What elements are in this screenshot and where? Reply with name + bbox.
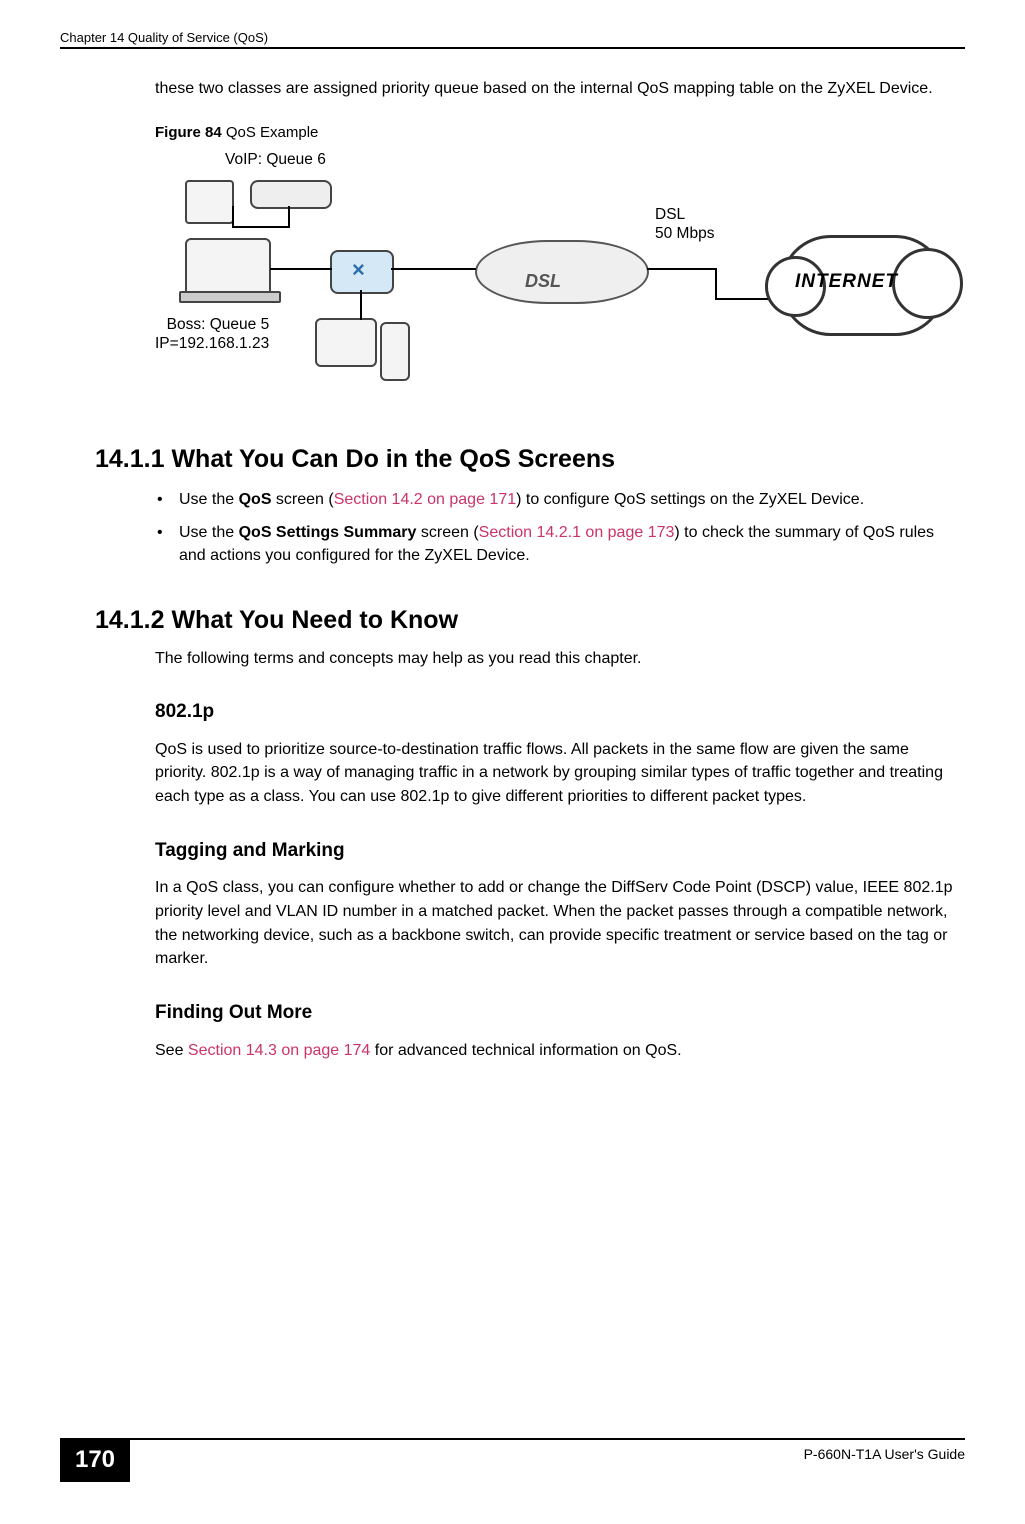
wire (270, 268, 332, 270)
qos-figure: VoIP: Queue 6 DSL DSL 50 Mbps INTERNET B… (155, 150, 955, 405)
intro-paragraph: these two classes are assigned priority … (155, 77, 955, 100)
bold-run: QoS Settings Summary (239, 524, 417, 541)
laptop-icon (185, 238, 271, 297)
internet-cloud-text: INTERNET (795, 268, 898, 296)
cross-ref-link[interactable]: Section 14.3 on page 174 (188, 1042, 370, 1059)
switch-router-icon (330, 250, 394, 294)
paragraph: The following terms and concepts may hel… (155, 647, 955, 671)
text-run: screen ( (416, 524, 478, 541)
text-run: Use the (179, 491, 239, 508)
boss-label-line2: IP=192.168.1.23 (155, 335, 269, 352)
dsl-modem-text: DSL (525, 268, 561, 294)
figure-caption-number: Figure 84 (155, 124, 222, 141)
dsl-label-line2: 50 Mbps (655, 225, 714, 242)
dsl-modem-icon (475, 240, 649, 304)
bullet-text: Use the QoS Settings Summary screen (Sec… (179, 521, 955, 567)
guide-title: P-660N-T1A User's Guide (804, 1440, 965, 1462)
text-run: for advanced technical information on Qo… (370, 1042, 681, 1059)
wire (715, 268, 717, 298)
boss-label-line1: Boss: Queue 5 (167, 316, 270, 333)
running-header: Chapter 14 Quality of Service (QoS) (60, 30, 965, 49)
text-run: See (155, 1042, 188, 1059)
wire (288, 206, 290, 228)
text-run: ) to configure QoS settings on the ZyXEL… (516, 491, 864, 508)
bullet-text: Use the QoS screen (Section 14.2 on page… (179, 488, 955, 511)
text-run: Use the (179, 524, 239, 541)
subheading-finding-out-more: Finding Out More (155, 999, 955, 1027)
figure-caption: Figure 84 QoS Example (155, 122, 955, 144)
boss-label: Boss: Queue 5 IP=192.168.1.23 (155, 315, 269, 354)
wire (360, 290, 362, 320)
bullet-list-1411: • Use the QoS screen (Section 14.2 on pa… (155, 488, 955, 568)
wire (232, 206, 234, 226)
paragraph: See Section 14.3 on page 174 for advance… (155, 1039, 955, 1063)
text-run: screen ( (271, 491, 333, 508)
paragraph: In a QoS class, you can configure whethe… (155, 876, 955, 971)
dsl-label-line1: DSL (655, 206, 685, 223)
bullet-item: • Use the QoS Settings Summary screen (S… (155, 521, 955, 567)
voip-phone-icon (185, 180, 234, 224)
page: Chapter 14 Quality of Service (QoS) thes… (0, 0, 1025, 1524)
ata-device-icon (250, 180, 332, 209)
page-number: 170 (60, 1438, 130, 1482)
subheading-8021p: 802.1p (155, 698, 955, 726)
pc-monitor-icon (315, 318, 377, 367)
dsl-label: DSL 50 Mbps (655, 205, 714, 244)
wire (647, 268, 717, 270)
bullet-item: • Use the QoS screen (Section 14.2 on pa… (155, 488, 955, 511)
page-footer: 170 P-660N-T1A User's Guide (60, 1438, 965, 1488)
cross-ref-link[interactable]: Section 14.2 on page 171 (334, 491, 516, 508)
chapter-title: Chapter 14 Quality of Service (QoS) (60, 30, 268, 45)
cross-ref-link[interactable]: Section 14.2.1 on page 173 (479, 524, 675, 541)
subheading-tagging: Tagging and Marking (155, 837, 955, 865)
voip-queue-label: VoIP: Queue 6 (225, 150, 326, 169)
bold-run: QoS (239, 491, 272, 508)
bullet-marker: • (155, 488, 179, 511)
figure-caption-text: QoS Example (222, 124, 319, 141)
heading-14-1-2: 14.1.2 What You Need to Know (95, 606, 965, 635)
wire (232, 226, 290, 228)
paragraph: QoS is used to prioritize source-to-dest… (155, 738, 955, 809)
heading-14-1-1: 14.1.1 What You Can Do in the QoS Screen… (95, 445, 965, 474)
wire (715, 298, 775, 300)
pc-tower-icon (380, 322, 410, 381)
wire (391, 268, 476, 270)
bullet-marker: • (155, 521, 179, 567)
